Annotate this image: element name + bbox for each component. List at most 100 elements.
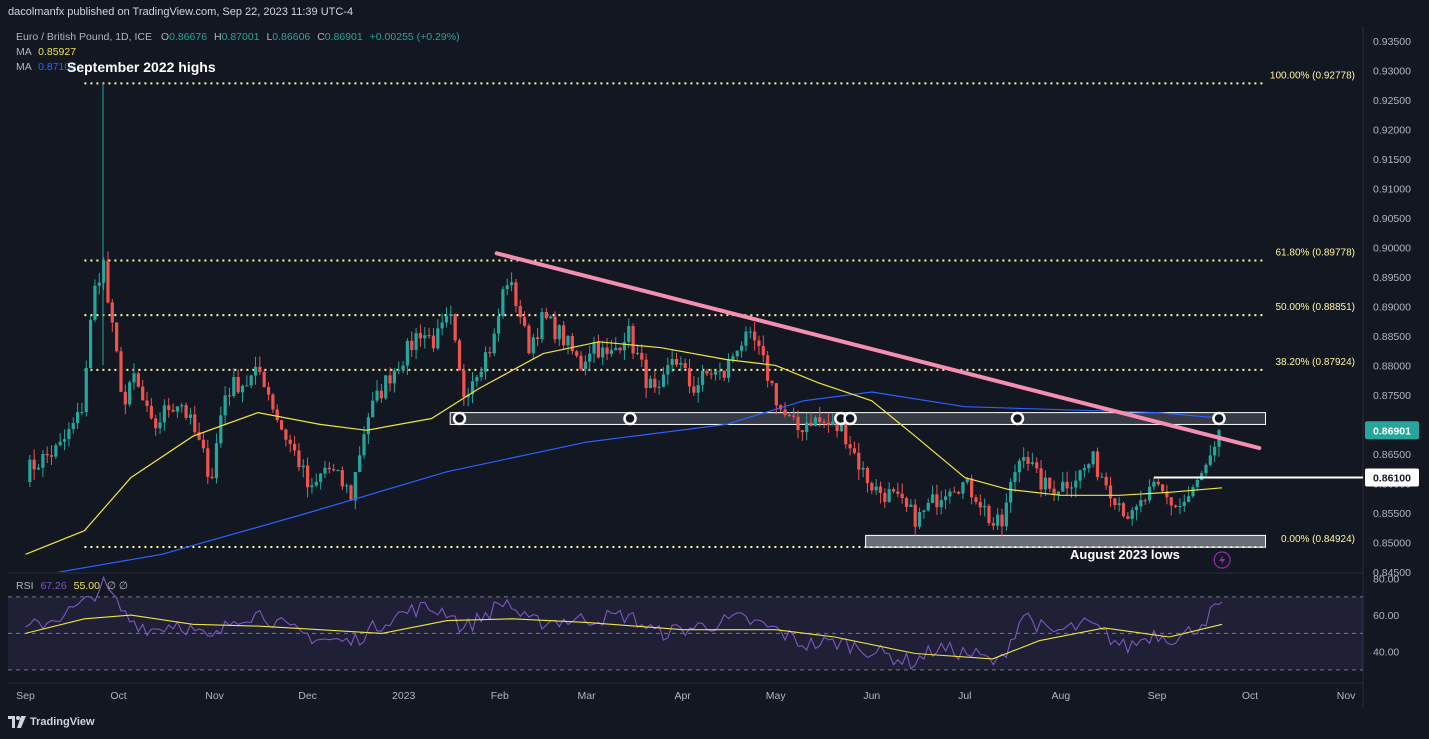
price-tick-label: 0.92500 <box>1373 95 1411 107</box>
candle-body <box>861 467 865 470</box>
candle-body <box>457 340 462 371</box>
rsi-ma-value: 55.00 <box>73 580 100 592</box>
candle-body <box>622 341 627 351</box>
high-label: H <box>213 31 222 43</box>
candle-body <box>93 285 97 320</box>
candle-body <box>709 373 713 375</box>
candle-body <box>753 331 757 341</box>
candle-body <box>1130 510 1134 519</box>
candle-body <box>692 386 696 393</box>
candle-body <box>983 505 987 508</box>
candle-body <box>258 366 262 372</box>
candle-body <box>449 314 453 316</box>
candle-body <box>948 491 952 497</box>
open-value: 0.86676 <box>169 31 208 43</box>
candle-body <box>162 405 166 423</box>
candle-body <box>97 282 101 286</box>
touch-point-marker <box>623 411 637 426</box>
candle-body <box>84 368 88 413</box>
price-tick-label: 0.87500 <box>1373 390 1411 402</box>
candle-body <box>904 498 909 507</box>
candle-body <box>648 378 653 388</box>
candle-body <box>726 359 731 378</box>
price-tick-label: 0.93500 <box>1373 36 1411 48</box>
candle-body <box>970 478 974 498</box>
candle-body <box>375 390 379 401</box>
time-tick-label: 2023 <box>392 690 416 702</box>
ma200-legend: MA 0.87105 <box>16 61 76 73</box>
price-tick-label: 0.90500 <box>1373 213 1411 225</box>
tradingview-brand: TradingView <box>30 716 95 728</box>
candle-body <box>340 470 344 487</box>
candle-body <box>865 467 870 484</box>
candle-body <box>75 412 80 423</box>
candle-body <box>1104 476 1108 486</box>
candle-body <box>718 370 722 372</box>
candle-body <box>1100 476 1104 478</box>
candle-body <box>926 502 930 511</box>
candle-body <box>501 289 505 317</box>
candle-body <box>214 443 219 479</box>
candle-body <box>809 422 813 426</box>
candle-body <box>423 335 427 339</box>
price-tick-label: 0.91500 <box>1373 154 1411 166</box>
candle-body <box>696 385 700 393</box>
price-tick-label: 0.88000 <box>1373 360 1411 372</box>
candle-body <box>297 450 301 468</box>
candle-body <box>935 494 939 508</box>
candle-body <box>366 417 370 435</box>
candle-body <box>831 421 835 426</box>
candle-body <box>1204 464 1208 474</box>
candle-body <box>996 514 1000 526</box>
candle-body <box>62 439 67 442</box>
candle-body <box>379 390 383 399</box>
candle-body <box>566 336 570 346</box>
candle-body <box>323 467 327 474</box>
candle-body <box>531 337 535 354</box>
candle-body <box>891 489 896 492</box>
rsi-ma-line <box>25 614 1223 660</box>
candle-body <box>1160 484 1165 492</box>
time-tick-label: Feb <box>491 690 509 702</box>
candle-body <box>761 345 765 356</box>
candle-body <box>319 473 323 482</box>
candle-body <box>1091 451 1095 465</box>
candle-body <box>279 420 284 430</box>
candle-body <box>1082 468 1087 471</box>
candle-body <box>462 370 466 398</box>
candle-body <box>310 485 314 488</box>
candle-body <box>158 422 162 429</box>
candle-body <box>171 409 175 412</box>
candle-body <box>292 443 297 451</box>
candle-body <box>444 315 449 323</box>
candle-body <box>392 370 396 384</box>
candle-body <box>288 439 292 444</box>
candle-body <box>475 377 479 382</box>
published-text: dacolmanfx published on TradingView.com,… <box>8 6 354 18</box>
rsi-tick-label: 80.00 <box>1373 574 1399 586</box>
candle-body <box>410 340 414 350</box>
candle-body <box>492 333 496 354</box>
last-price-tag <box>1365 421 1419 440</box>
candle-body <box>1065 481 1069 489</box>
candle-body <box>1121 503 1126 517</box>
candle-body <box>284 429 288 440</box>
rsi-line <box>25 575 1223 670</box>
candle-body <box>826 422 830 426</box>
candle-body <box>1061 481 1065 492</box>
time-tick-label: Mar <box>578 690 597 702</box>
candle-body <box>249 375 253 386</box>
candle-body <box>1004 502 1008 527</box>
candle-body <box>1095 451 1100 478</box>
candle-body <box>141 386 145 401</box>
fib-level-label: 100.00% (0.92778) <box>1270 70 1355 81</box>
candle-body <box>219 415 223 444</box>
candle-body <box>1143 500 1147 502</box>
candle-body <box>362 434 366 456</box>
candle-body <box>523 317 527 326</box>
touch-point-marker <box>1010 411 1025 426</box>
candle-body <box>470 381 475 395</box>
candle-body <box>349 485 353 501</box>
candle-body <box>1000 514 1004 527</box>
